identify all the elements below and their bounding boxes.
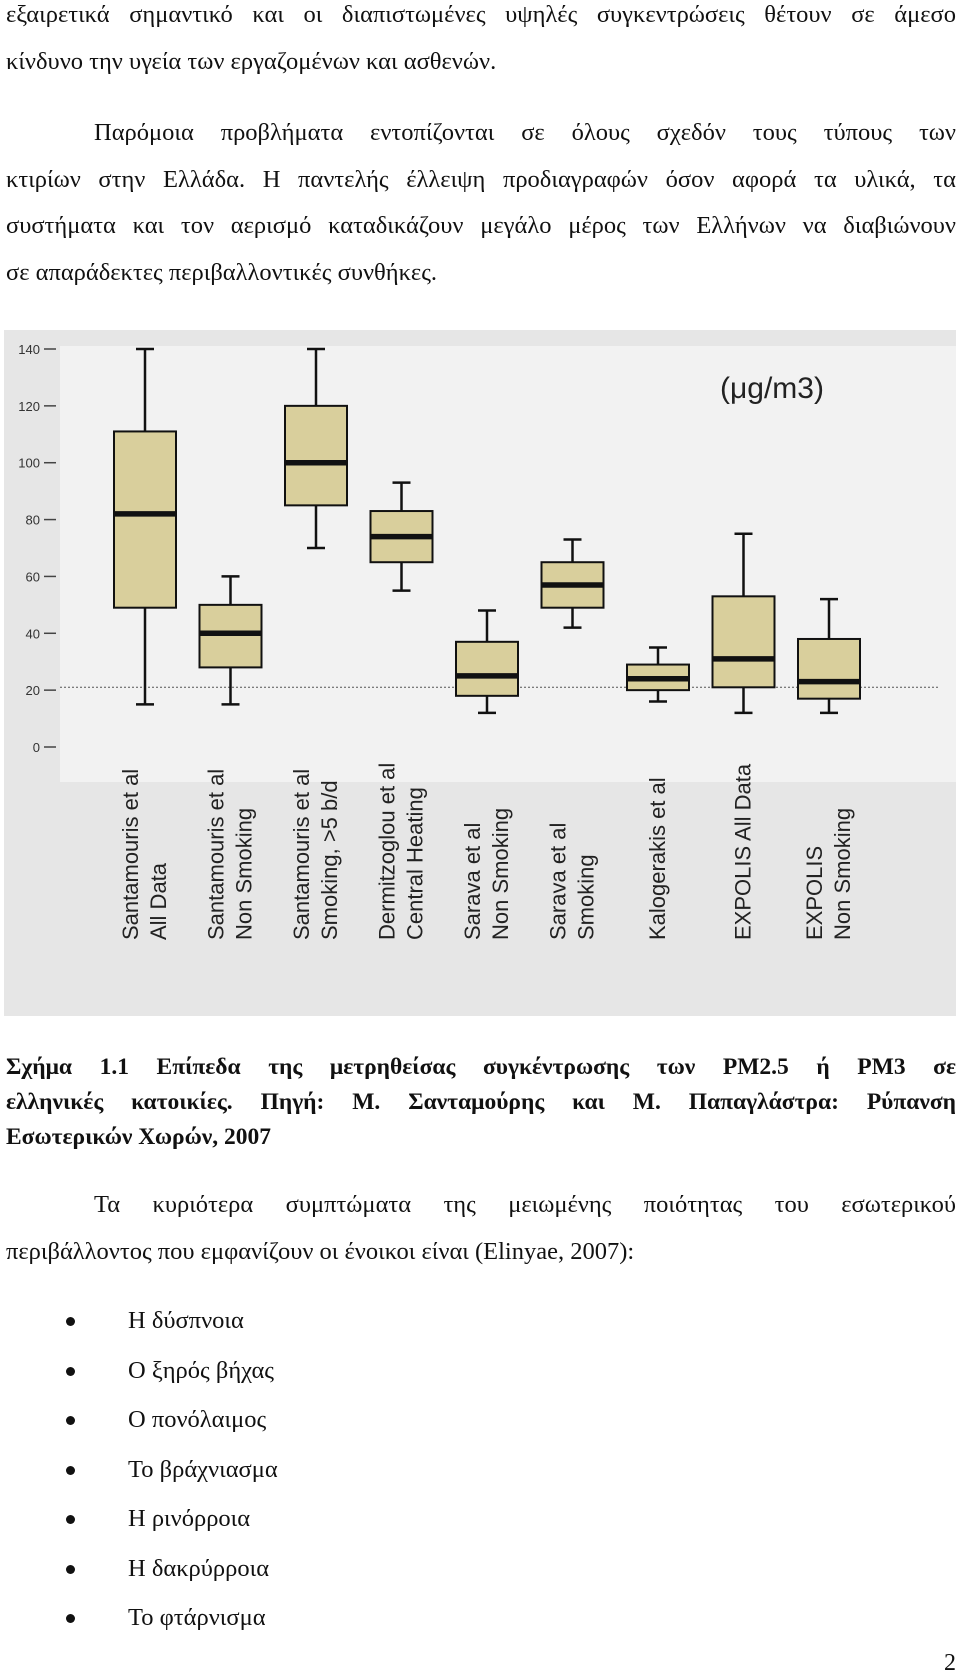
list-item: Ο ξηρός βήχας [0, 1346, 278, 1396]
box-iqr [797, 637, 861, 700]
x-label-line: Smoking [574, 854, 599, 940]
symptom-list: Η δύσπνοια Ο ξηρός βήχας Ο πονόλαιμος Το… [0, 1296, 278, 1643]
caption-line: Εσωτερικών Χωρών, 2007 [6, 1124, 271, 1150]
x-label-line: EXPOLIS All Data [731, 763, 756, 940]
boxes [113, 347, 861, 715]
x-label-7: Kalogerakis et al [645, 777, 670, 940]
box-6 [540, 538, 605, 629]
bullet-icon [66, 1614, 75, 1623]
paragraph-symptoms-intro: Τα κυριότερα συμπτώματα της μειωμένης πο… [6, 1182, 956, 1275]
box-iqr [711, 595, 776, 689]
x-label-1: Santamouris et al All Data [118, 769, 171, 940]
x-label-line: Sarava et al [546, 823, 571, 940]
box-1 [113, 347, 177, 706]
y-tick-label: 40 [26, 626, 40, 641]
x-label-2: Santamouris et al Non Smoking [204, 769, 257, 940]
x-label-line: Kalogerakis et al [645, 777, 670, 940]
text-line: συστήματα και τον αερισμό καταδικάζουν μ… [6, 212, 956, 239]
text-line: Παρόμοια προβλήματα εντοπίζονται σε όλου… [94, 119, 956, 146]
list-item: Το φτάρνισμα [0, 1593, 278, 1643]
y-tick-label: 0 [33, 740, 40, 755]
y-tick-label: 80 [26, 513, 40, 528]
x-label-line: Santamouris et al [289, 769, 314, 940]
box-5 [455, 609, 519, 715]
x-label-line: Santamouris et al [204, 769, 229, 940]
y-tick-label: 20 [26, 683, 40, 698]
list-item-label: Η δακρύρροια [128, 1554, 270, 1582]
x-label-line: Central Heating [403, 787, 428, 940]
x-label-line: Dermitzoglou et al [375, 763, 400, 940]
list-item-label: Το φτάρνισμα [128, 1604, 266, 1631]
box-iqr [284, 404, 348, 507]
text-line: Τα κυριότερα συμπτώματα της μειωμένης πο… [94, 1191, 956, 1218]
box-iqr [198, 603, 263, 669]
x-label-3: Santamouris et al Smoking, >5 b/d [289, 769, 342, 940]
y-tick-label: 120 [18, 399, 40, 414]
box-2 [198, 575, 263, 706]
x-label-9: EXPOLIS Non Smoking [802, 808, 855, 940]
list-item: Ο πονόλαιμος [0, 1395, 278, 1445]
x-label-4: Dermitzoglou et al Central Heating [375, 763, 428, 940]
text-line: σε απαράδεκτες περιβαλλοντικές συνθήκες. [6, 258, 438, 286]
list-item-label: Η δύσπνοια [128, 1307, 244, 1334]
caption-line: ελληνικές κατοικίες. Πηγή: Μ. Σανταμούρη… [6, 1089, 956, 1115]
y-tick-label: 100 [18, 456, 40, 471]
bullet-icon [66, 1515, 75, 1524]
text-line: περιβάλλοντος που εμφανίζουν οι ένοικοι … [6, 1237, 635, 1265]
y-tick-label: 140 [18, 342, 40, 357]
paragraph-buildings: Παρόμοια προβλήματα εντοπίζονται σε όλου… [6, 110, 956, 296]
list-item-label: Ο πονόλαιμος [128, 1406, 267, 1433]
figure-caption: Σχήμα 1.1 Επίπεδα της μετρηθείσας συγκέν… [6, 1050, 956, 1155]
list-item-label: Ο ξηρός βήχας [128, 1356, 275, 1384]
bullet-icon [66, 1317, 75, 1326]
list-item-label: Η ρινόρροια [128, 1505, 251, 1532]
box-iqr [113, 430, 177, 609]
x-label-6: Sarava et al Smoking [546, 823, 599, 940]
y-axis: 0 20 40 60 80 100 120 140 [18, 342, 56, 755]
x-label-line: Non Smoking [488, 808, 513, 940]
page-number: 2 [944, 1650, 956, 1676]
caption-line: Σχήμα 1.1 Επίπεδα της μετρηθείσας συγκέν… [6, 1054, 956, 1080]
box-8 [711, 532, 776, 715]
x-axis-labels: Santamouris et al All Data Santamouris et … [118, 763, 855, 940]
text-line: εξαιρετικά σημαντικό και οι διαπιστωμένε… [6, 1, 956, 28]
box-3 [284, 347, 348, 550]
plot-area [60, 346, 956, 782]
x-label-line: Non Smoking [232, 808, 257, 940]
paragraph-continuation: εξαιρετικά σημαντικό και οι διαπιστωμένε… [6, 0, 956, 85]
y-tick-label: 60 [26, 569, 40, 584]
text-line: κίνδυνο την υγεία των εργαζομένων και ασ… [6, 47, 497, 75]
list-item: Η δύσπνοια [0, 1296, 278, 1346]
list-item: Η δακρύρροια [0, 1544, 278, 1594]
x-label-line: EXPOLIS [802, 846, 827, 940]
box-iqr [455, 640, 519, 697]
box-7 [626, 646, 690, 703]
list-item: Η ρινόρροια [0, 1494, 278, 1544]
bullet-icon [66, 1465, 75, 1475]
x-label-line: Sarava et al [460, 823, 485, 940]
x-label-line: Santamouris et al [118, 769, 143, 940]
x-label-8: EXPOLIS All Data [731, 763, 756, 940]
unit-label: (μg/m3) [720, 372, 824, 405]
bullet-icon [66, 1366, 75, 1376]
x-label-line: All Data [146, 862, 171, 940]
x-label-line: Smoking, >5 b/d [317, 780, 342, 940]
x-label-5: Sarava et al Non Smoking [460, 808, 513, 940]
box-4 [369, 481, 434, 592]
list-item-label: Το βράχνιασμα [128, 1455, 278, 1483]
x-label-line: Non Smoking [830, 808, 855, 940]
box-9 [797, 597, 861, 715]
text-line: κτιρίων στην Ελλάδα. Η παντελής έλλειψη … [6, 165, 956, 193]
bullet-icon [66, 1564, 75, 1574]
bullet-icon [66, 1416, 75, 1425]
list-item: Το βράχνιασμα [0, 1445, 278, 1495]
